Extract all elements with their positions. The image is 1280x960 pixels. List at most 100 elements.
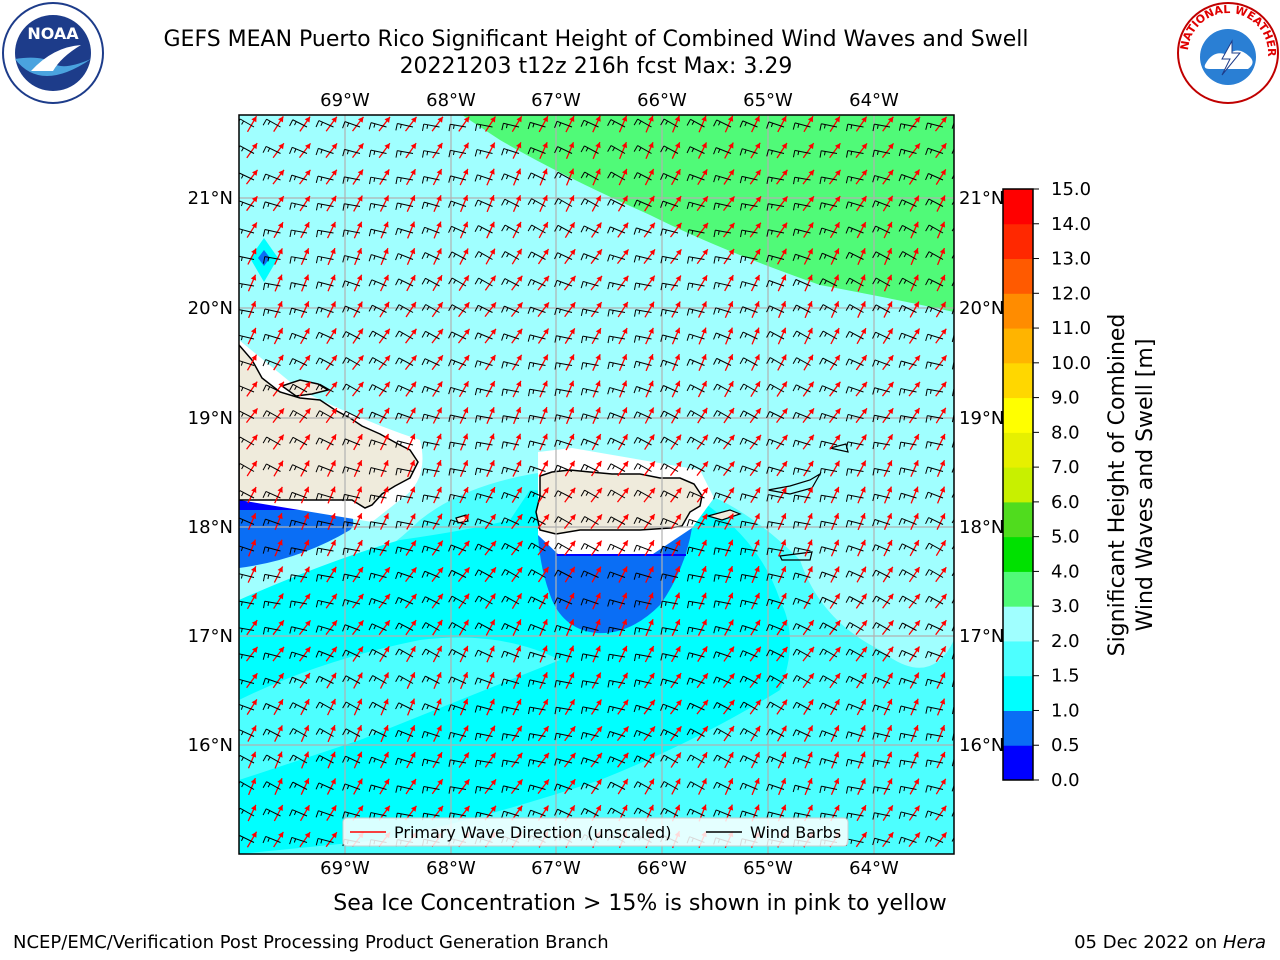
wind-barb-tick — [686, 436, 692, 444]
wind-barb — [715, 626, 732, 631]
wind-barb-tick — [770, 204, 773, 209]
wave-direction-arrow — [830, 859, 841, 873]
wave-direction-arrowhead — [595, 115, 601, 122]
wind-barb-tick — [399, 573, 403, 578]
wind-barb-tick — [713, 547, 716, 555]
wave-direction-arrowhead — [621, 592, 628, 599]
wind-barb-tick — [267, 492, 271, 497]
wind-barb-tick — [479, 279, 483, 284]
wind-barb-tick — [876, 706, 880, 711]
wind-barb-tick — [686, 384, 691, 392]
wave-direction-arrowhead — [834, 196, 841, 203]
wind-barb-tick — [797, 704, 801, 709]
wind-barb-tick — [957, 390, 958, 394]
wind-barb-tick — [580, 516, 586, 523]
wind-barb-tick — [718, 121, 721, 126]
wind-barb — [317, 255, 334, 260]
wind-barb-tick — [474, 468, 478, 476]
wave-direction-arrowhead — [727, 539, 734, 546]
wind-barb-tick — [925, 542, 930, 550]
wind-barb-tick — [342, 255, 345, 263]
wind-barb — [529, 361, 546, 366]
wind-barb-tick — [293, 493, 297, 498]
wave-direction-arrowhead — [780, 513, 787, 520]
wave-direction-arrowhead — [914, 832, 920, 839]
wave-direction-arrowhead — [278, 673, 284, 680]
wind-barb-tick — [554, 758, 558, 766]
wind-barb-tick — [929, 123, 932, 129]
wind-barb — [927, 810, 944, 817]
wind-barb-tick — [267, 120, 271, 125]
wind-barb — [716, 702, 732, 711]
wind-barb-tick — [395, 730, 399, 738]
wave-direction-arrowhead — [277, 248, 283, 255]
wind-barb-tick — [474, 677, 478, 685]
wave-direction-arrowhead — [568, 380, 575, 387]
wind-barb-tick — [421, 201, 425, 209]
wave-direction-arrowhead — [728, 699, 735, 706]
wind-barb — [742, 306, 758, 313]
wave-direction-arrowhead — [277, 460, 284, 467]
wind-barb — [716, 357, 732, 366]
wave-direction-arrowhead — [913, 778, 919, 785]
wave-direction-arrowhead — [966, 672, 971, 678]
wind-barb-tick — [426, 254, 430, 259]
wind-barb-tick — [559, 544, 563, 549]
wind-barb-tick — [426, 442, 429, 447]
wind-barb — [847, 838, 864, 843]
wave-direction-arrow — [964, 434, 971, 450]
wind-barb-tick — [585, 465, 589, 470]
wind-barb-tick — [293, 466, 297, 471]
wind-barb — [902, 595, 917, 605]
wind-barb — [476, 149, 493, 154]
wave-direction-arrowhead — [595, 672, 601, 679]
wind-barb — [504, 517, 520, 525]
wave-direction-arrowhead — [330, 725, 336, 732]
wind-barb-tick — [686, 677, 690, 685]
wave-direction-arrow — [964, 222, 971, 239]
wind-barb-tick — [315, 728, 321, 735]
wind-barb-tick — [479, 150, 482, 155]
wind-barb — [451, 225, 467, 234]
wind-barb-tick — [797, 441, 800, 446]
wave-direction-arrowhead — [517, 779, 523, 786]
wind-barb — [874, 123, 891, 128]
wave-direction-arrowhead — [676, 699, 682, 706]
wind-barb-tick — [713, 754, 718, 762]
wind-barb — [610, 226, 626, 234]
wind-barb-tick — [876, 678, 880, 683]
wind-barb-tick — [638, 731, 641, 736]
wind-barb-tick — [315, 520, 319, 528]
map-frame — [238, 114, 955, 855]
wind-barb-tick — [850, 546, 853, 551]
wind-barb — [397, 202, 414, 207]
wave-direction-arrowhead — [409, 486, 416, 493]
wave-direction-arrowhead — [649, 514, 655, 521]
wave-direction-arrowhead — [622, 461, 629, 468]
wind-barb-tick — [532, 441, 535, 447]
wave-direction-arrowhead — [754, 327, 760, 334]
wind-barb — [503, 415, 520, 419]
wind-barb — [821, 468, 838, 472]
wave-direction-arrowhead — [808, 859, 813, 865]
wind-barb-tick — [850, 333, 854, 338]
wave-direction-arrowhead — [596, 487, 602, 494]
wave-direction-arrowhead — [728, 619, 734, 626]
wind-barb — [715, 492, 732, 499]
wind-barb — [450, 786, 467, 790]
wave-direction-arrowhead — [940, 195, 946, 202]
wind-barb — [928, 198, 944, 207]
wind-barb — [874, 387, 891, 393]
wind-barb-tick — [664, 229, 667, 234]
wave-direction-arrowhead — [383, 540, 390, 547]
wind-barb-tick — [744, 730, 748, 735]
lon-label: 68°W — [426, 90, 476, 111]
lon-label: 65°W — [743, 90, 793, 111]
wind-barb-tick — [718, 756, 721, 761]
wave-direction-arrowhead — [833, 725, 840, 732]
wind-barb-tick — [823, 151, 826, 156]
colorbar-tick-label: 3.0 — [1051, 596, 1080, 617]
wind-barb — [582, 625, 599, 631]
wind-barb-tick — [608, 862, 611, 868]
wave-direction-arrowhead — [304, 408, 311, 415]
